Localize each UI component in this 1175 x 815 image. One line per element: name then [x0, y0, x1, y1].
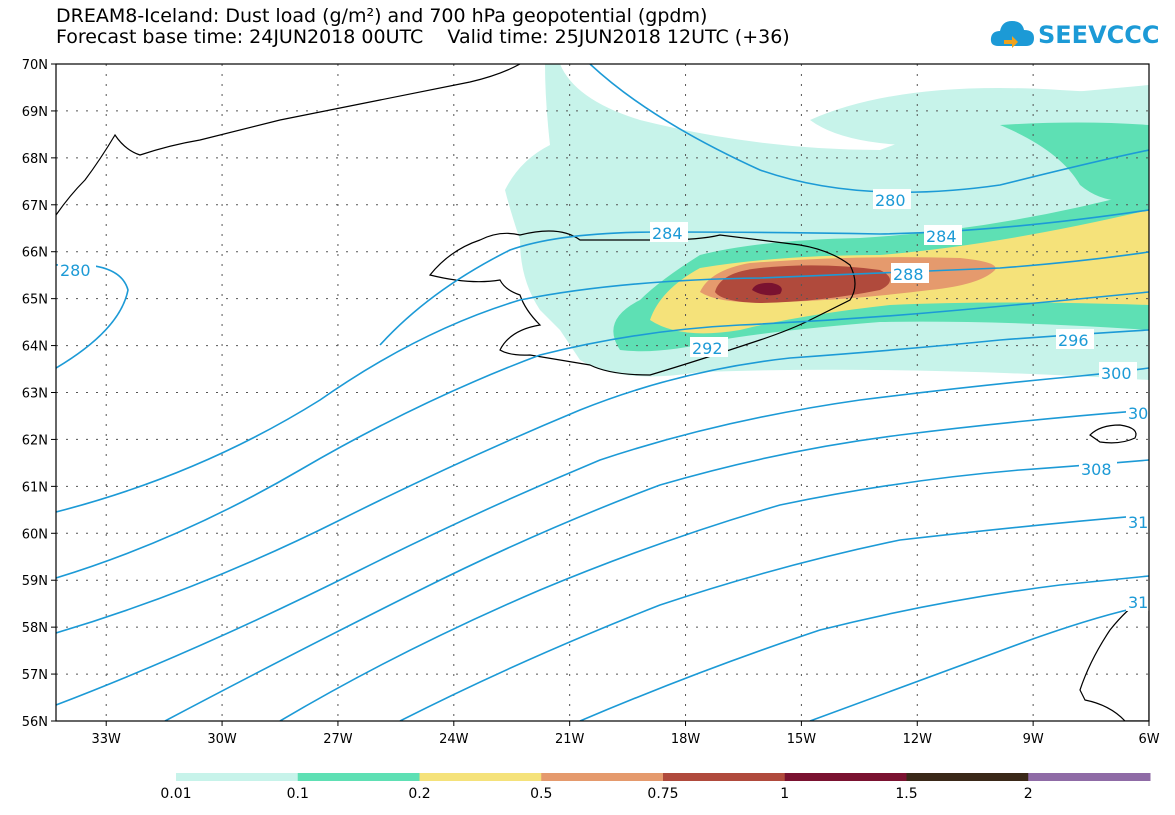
contour-label-300: 300	[1101, 364, 1132, 383]
legend-label: 0.1	[286, 786, 309, 802]
faroe-islands-coast	[1089, 424, 1137, 444]
lat-tick-label: 63N	[22, 387, 48, 402]
iceland-coast	[428, 230, 856, 376]
lat-tick-label: 58N	[22, 621, 48, 636]
lat-tick-label: 67N	[22, 199, 48, 214]
longitude-axis: 33W 30W 27W 24W 21W 18W 15W 12W 9W 6W	[92, 721, 1160, 747]
contour-label-288: 288	[893, 265, 924, 284]
lon-tick-label: 24W	[439, 732, 469, 747]
chart-title-line-2: Forecast base time: 24JUN2018 00UTC Vali…	[56, 26, 790, 48]
lat-tick-label: 56N	[22, 715, 48, 730]
legend-colorbar	[176, 773, 1151, 781]
lon-tick-label: 18W	[671, 732, 701, 747]
legend-label: 1	[780, 786, 790, 802]
contour-label-284-east: 284	[926, 227, 957, 246]
cloud-icon	[990, 21, 1034, 48]
lon-tick-label: 12W	[903, 732, 933, 747]
lon-tick-label: 30W	[207, 732, 237, 747]
contour-label-308: 308	[1081, 460, 1112, 479]
greenland-coast	[56, 64, 521, 216]
lat-tick-label: 62N	[22, 433, 48, 448]
legend-swatch	[541, 773, 664, 781]
latitude-axis: 70N 69N 68N 67N 66N 65N 64N 63N 62N 61N 60N 59N 58N 5…	[22, 58, 56, 730]
lat-tick-label: 69N	[22, 105, 48, 120]
legend-label: 0.2	[408, 786, 431, 802]
legend-swatch	[663, 773, 786, 781]
contour-labels: 280 284 288 292 296 300 30 308 31 31 280…	[58, 189, 1149, 612]
contour-label-31-partial-a: 31	[1128, 513, 1148, 532]
legend-swatch	[906, 773, 1029, 781]
lat-tick-label: 60N	[22, 527, 48, 542]
lon-tick-label: 6W	[1138, 732, 1159, 747]
legend-label: 0.75	[647, 786, 679, 802]
legend-swatch	[1028, 773, 1151, 781]
lat-tick-label: 64N	[22, 340, 48, 355]
lat-tick-label: 66N	[22, 246, 48, 261]
contour-label-292: 292	[692, 339, 723, 358]
lon-tick-label: 33W	[92, 732, 122, 747]
lon-tick-label: 9W	[1023, 732, 1044, 747]
contour-label-30-partial: 30	[1128, 404, 1148, 423]
chart-title-line-1: DREAM8-Iceland: Dust load (g/m²) and 700…	[56, 5, 708, 27]
lat-tick-label: 59N	[22, 574, 48, 589]
lon-tick-label: 27W	[323, 732, 353, 747]
legend-label: 2	[1023, 786, 1033, 802]
lat-tick-label: 65N	[22, 293, 48, 308]
lat-tick-label: 68N	[22, 152, 48, 167]
contour-label-31-partial-b: 31	[1128, 593, 1148, 612]
lat-tick-label: 57N	[22, 668, 48, 683]
lon-tick-label: 15W	[787, 732, 817, 747]
legend-swatch	[784, 773, 907, 781]
legend-swatch	[419, 773, 542, 781]
graticule	[56, 64, 1149, 721]
dust-fill-1	[752, 282, 782, 296]
lon-tick-label: 21W	[555, 732, 585, 747]
contour-label-284-north: 284	[652, 224, 683, 243]
seevccc-logo: SEEVCCC	[990, 14, 1170, 58]
legend-swatch	[176, 773, 299, 781]
legend-label: 0.01	[160, 786, 192, 802]
geopotential-contours	[56, 64, 1149, 721]
legend-swatch	[297, 773, 420, 781]
legend-label: 1.5	[895, 786, 918, 802]
contour-label-280-west: 280	[60, 261, 91, 280]
contour-label-280-east: 280	[875, 191, 906, 210]
logo-text: SEEVCCC	[1038, 21, 1160, 49]
contour-label-296: 296	[1058, 331, 1089, 350]
legend-label: 0.5	[530, 786, 553, 802]
lat-tick-label: 61N	[22, 480, 48, 495]
lat-tick-label: 70N	[22, 58, 48, 73]
